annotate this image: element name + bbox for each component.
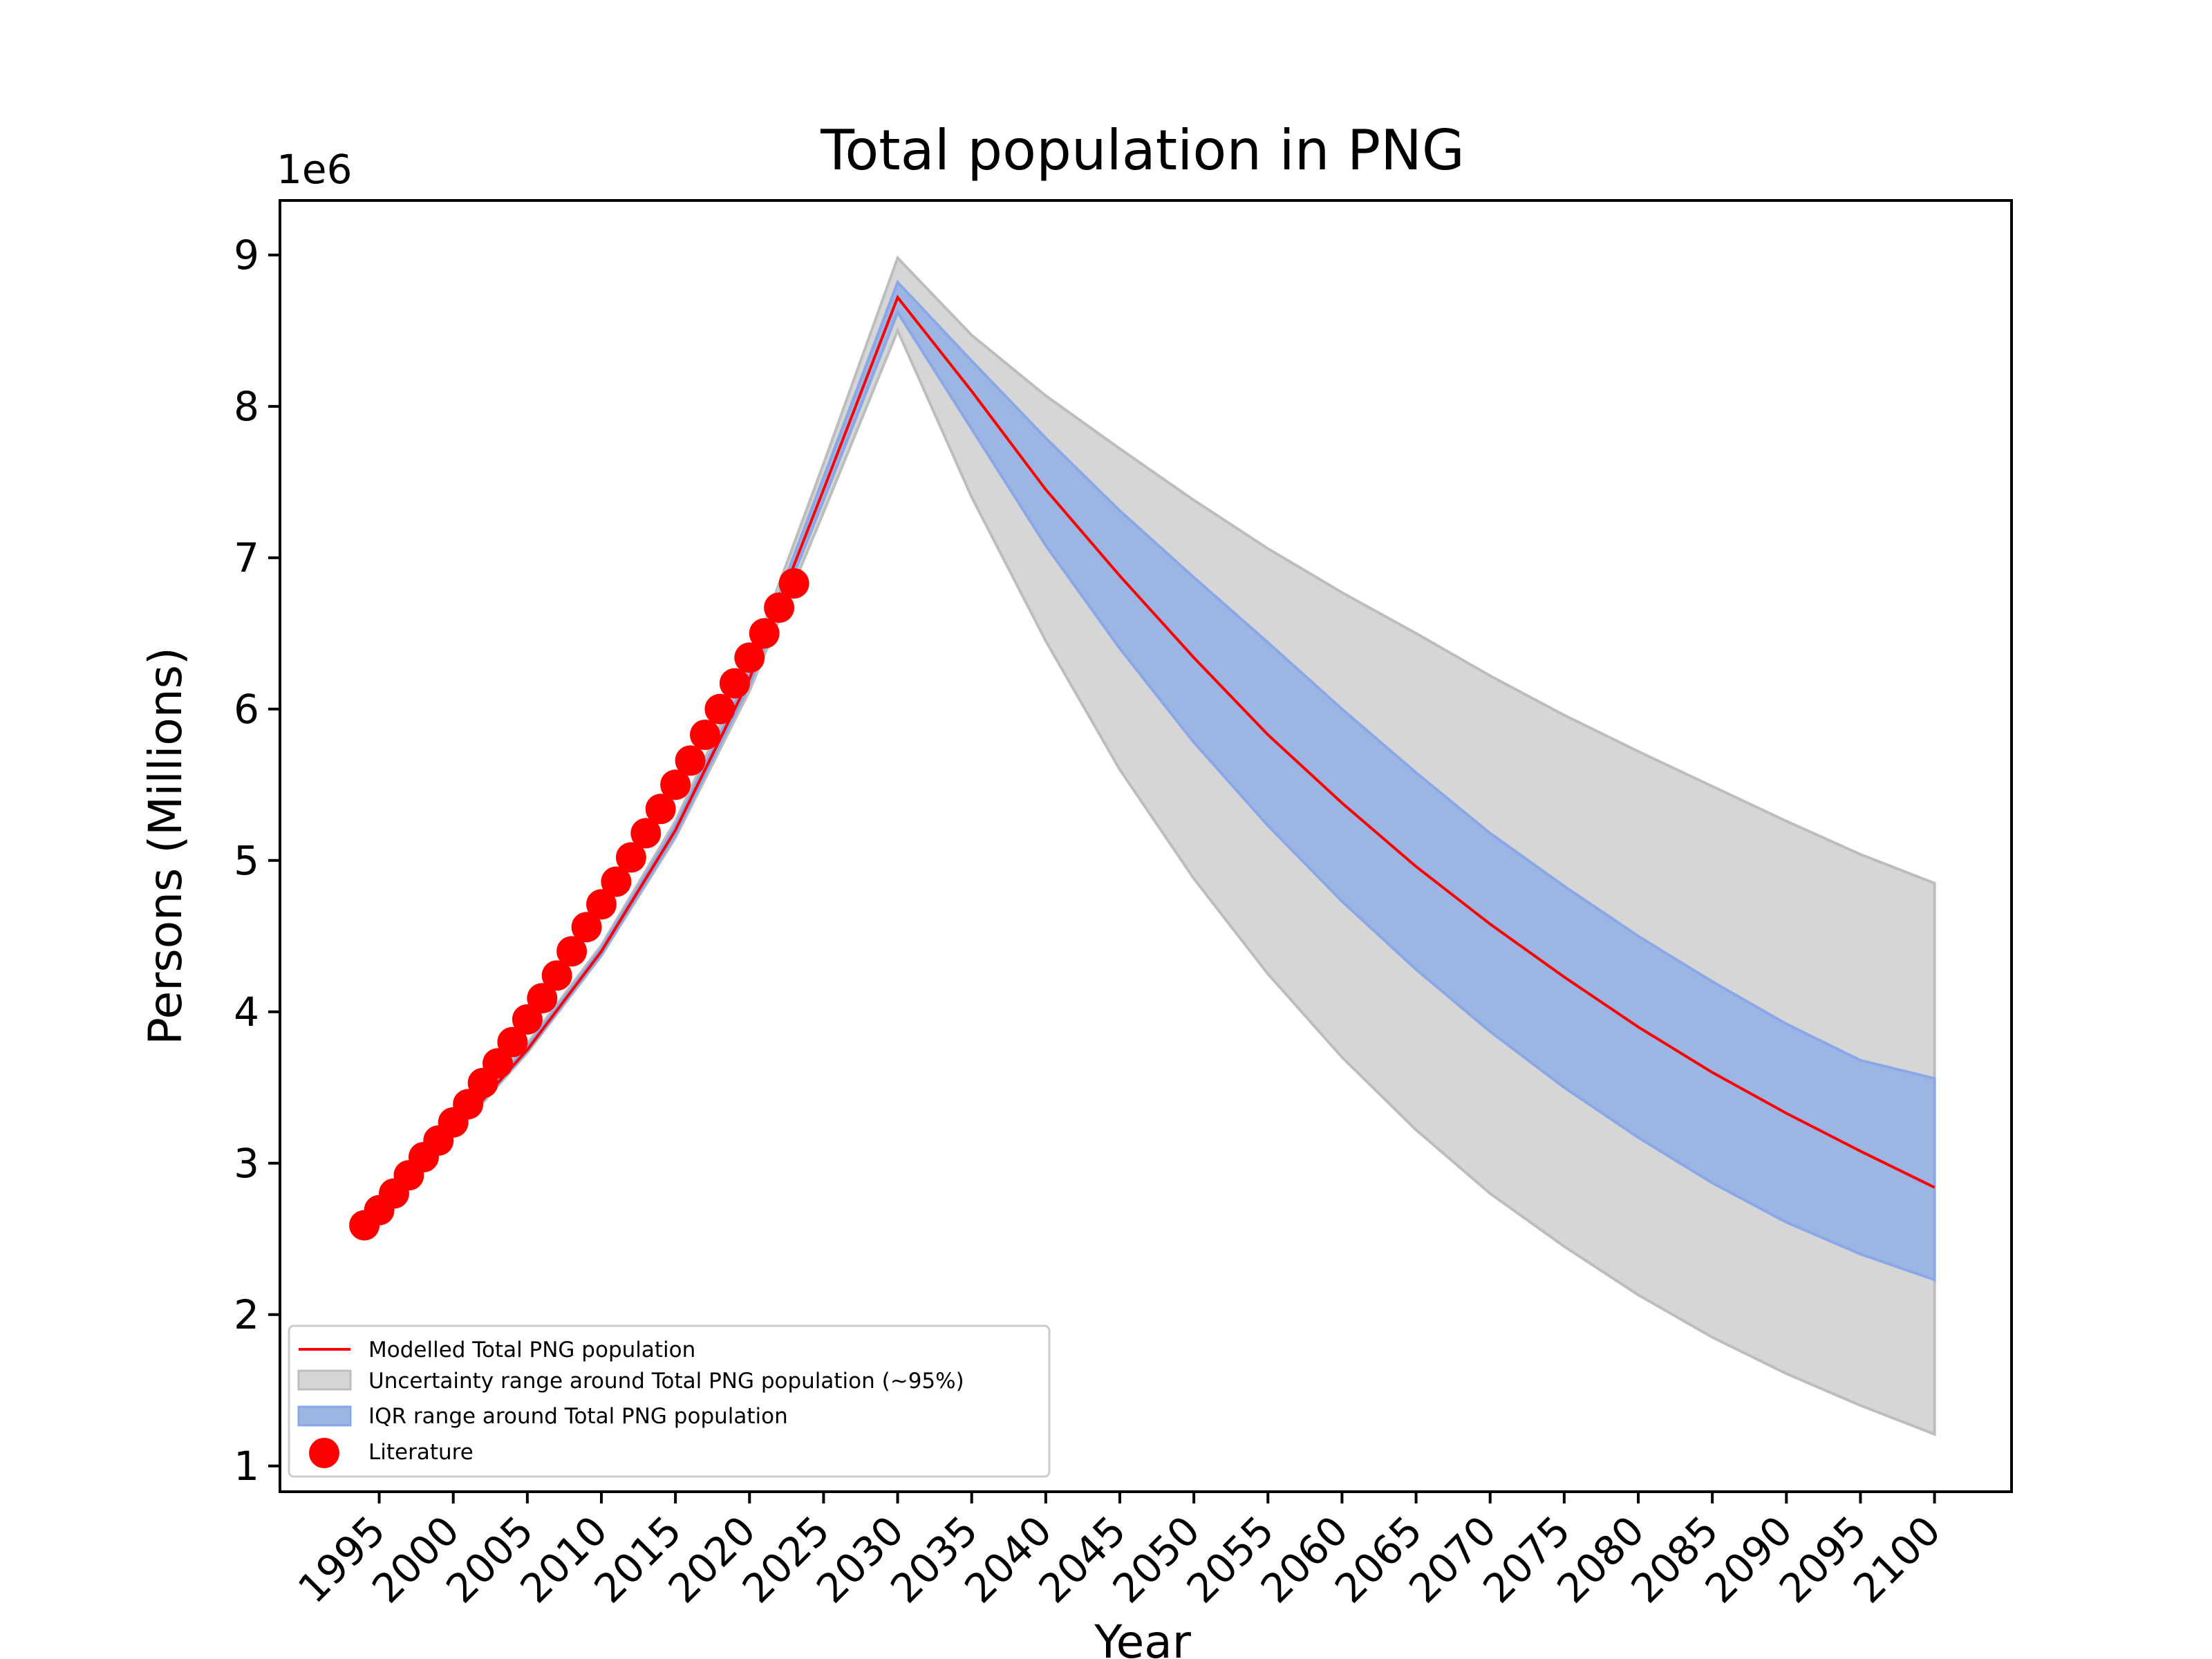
legend-label-uncertainty: Uncertainty range around Total PNG popul… <box>368 1369 964 1394</box>
axes-frame <box>279 199 2013 1493</box>
legend-label-iqr: IQR range around Total PNG population <box>368 1404 788 1429</box>
literature-point <box>764 592 795 624</box>
literature-point <box>586 889 617 920</box>
literature-point <box>645 794 676 825</box>
literature-point <box>512 1004 543 1035</box>
legend-swatch-iqr <box>297 1405 352 1427</box>
literature-point <box>690 720 720 750</box>
uncertainty-band <box>363 255 1936 1436</box>
legend-label-modelled: Modelled Total PNG population <box>368 1338 695 1362</box>
legend-label-literature: Literature <box>368 1440 474 1465</box>
y-tick-label: 5 <box>234 837 259 884</box>
legend: Modelled Total PNG population Uncertaint… <box>288 1324 1051 1478</box>
literature-point <box>556 936 588 967</box>
y-tick-label: 6 <box>234 686 259 733</box>
literature-point <box>734 642 765 673</box>
literature-point <box>778 568 809 599</box>
literature-point <box>571 912 602 943</box>
y-tick-label: 8 <box>234 383 259 430</box>
y-tick-label: 2 <box>234 1291 259 1338</box>
literature-point <box>497 1027 528 1058</box>
legend-swatch-literature <box>309 1438 339 1468</box>
plot-area <box>349 255 1936 1436</box>
modelled-population-line <box>363 294 1936 1225</box>
iqr-band <box>363 279 1936 1282</box>
literature-point <box>601 866 632 897</box>
y-tick-label: 7 <box>234 534 259 581</box>
literature-point <box>675 745 706 776</box>
y-tick-label: 9 <box>234 232 259 279</box>
literature-point <box>704 693 735 724</box>
literature-point <box>615 842 646 873</box>
literature-point <box>660 769 691 800</box>
literature-point <box>749 618 780 649</box>
y-tick-label: 1 <box>234 1443 259 1490</box>
chart-title: Total population in PNG <box>820 118 1465 182</box>
y-tick-label: 4 <box>234 988 259 1035</box>
legend-swatch-uncertainty <box>297 1369 352 1391</box>
literature-point <box>482 1048 513 1079</box>
literature-point <box>453 1089 484 1120</box>
literature-point <box>541 960 572 991</box>
literature-point <box>527 983 558 1014</box>
y-offset-text: 1e6 <box>276 146 353 193</box>
literature-point <box>630 818 662 849</box>
y-tick-label: 3 <box>234 1140 259 1187</box>
literature-point <box>719 668 750 699</box>
y-axis-label: Persons (Millions) <box>139 647 192 1045</box>
legend-box <box>288 1324 1051 1478</box>
x-axis-label: Year <box>1094 1615 1192 1659</box>
